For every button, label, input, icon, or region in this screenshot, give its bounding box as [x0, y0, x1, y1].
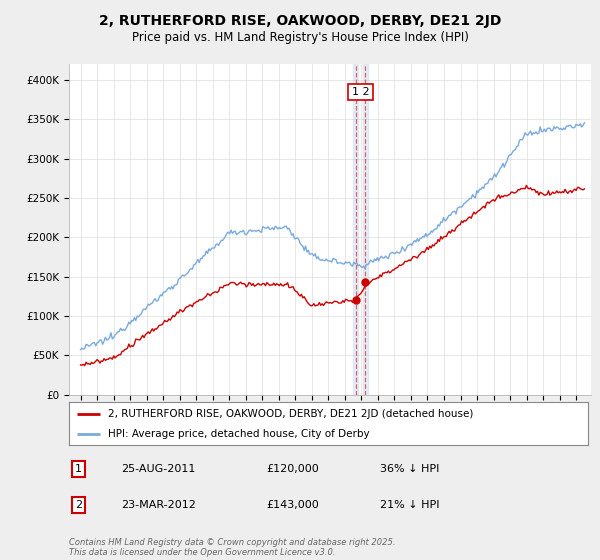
Text: 2: 2 — [75, 500, 82, 510]
Text: 36% ↓ HPI: 36% ↓ HPI — [380, 464, 440, 474]
Text: 23-MAR-2012: 23-MAR-2012 — [121, 500, 196, 510]
Text: 1: 1 — [75, 464, 82, 474]
Text: 25-AUG-2011: 25-AUG-2011 — [121, 464, 195, 474]
Text: £120,000: £120,000 — [266, 464, 319, 474]
Text: 21% ↓ HPI: 21% ↓ HPI — [380, 500, 440, 510]
Text: £143,000: £143,000 — [266, 500, 319, 510]
Bar — [353, 64, 358, 395]
Bar — [363, 64, 368, 395]
Text: Contains HM Land Registry data © Crown copyright and database right 2025.
This d: Contains HM Land Registry data © Crown c… — [69, 538, 395, 557]
Text: 2, RUTHERFORD RISE, OAKWOOD, DERBY, DE21 2JD: 2, RUTHERFORD RISE, OAKWOOD, DERBY, DE21… — [99, 14, 501, 28]
Text: HPI: Average price, detached house, City of Derby: HPI: Average price, detached house, City… — [108, 430, 370, 439]
Text: 1 2: 1 2 — [352, 87, 369, 97]
Text: Price paid vs. HM Land Registry's House Price Index (HPI): Price paid vs. HM Land Registry's House … — [131, 31, 469, 44]
Text: 2, RUTHERFORD RISE, OAKWOOD, DERBY, DE21 2JD (detached house): 2, RUTHERFORD RISE, OAKWOOD, DERBY, DE21… — [108, 409, 473, 419]
